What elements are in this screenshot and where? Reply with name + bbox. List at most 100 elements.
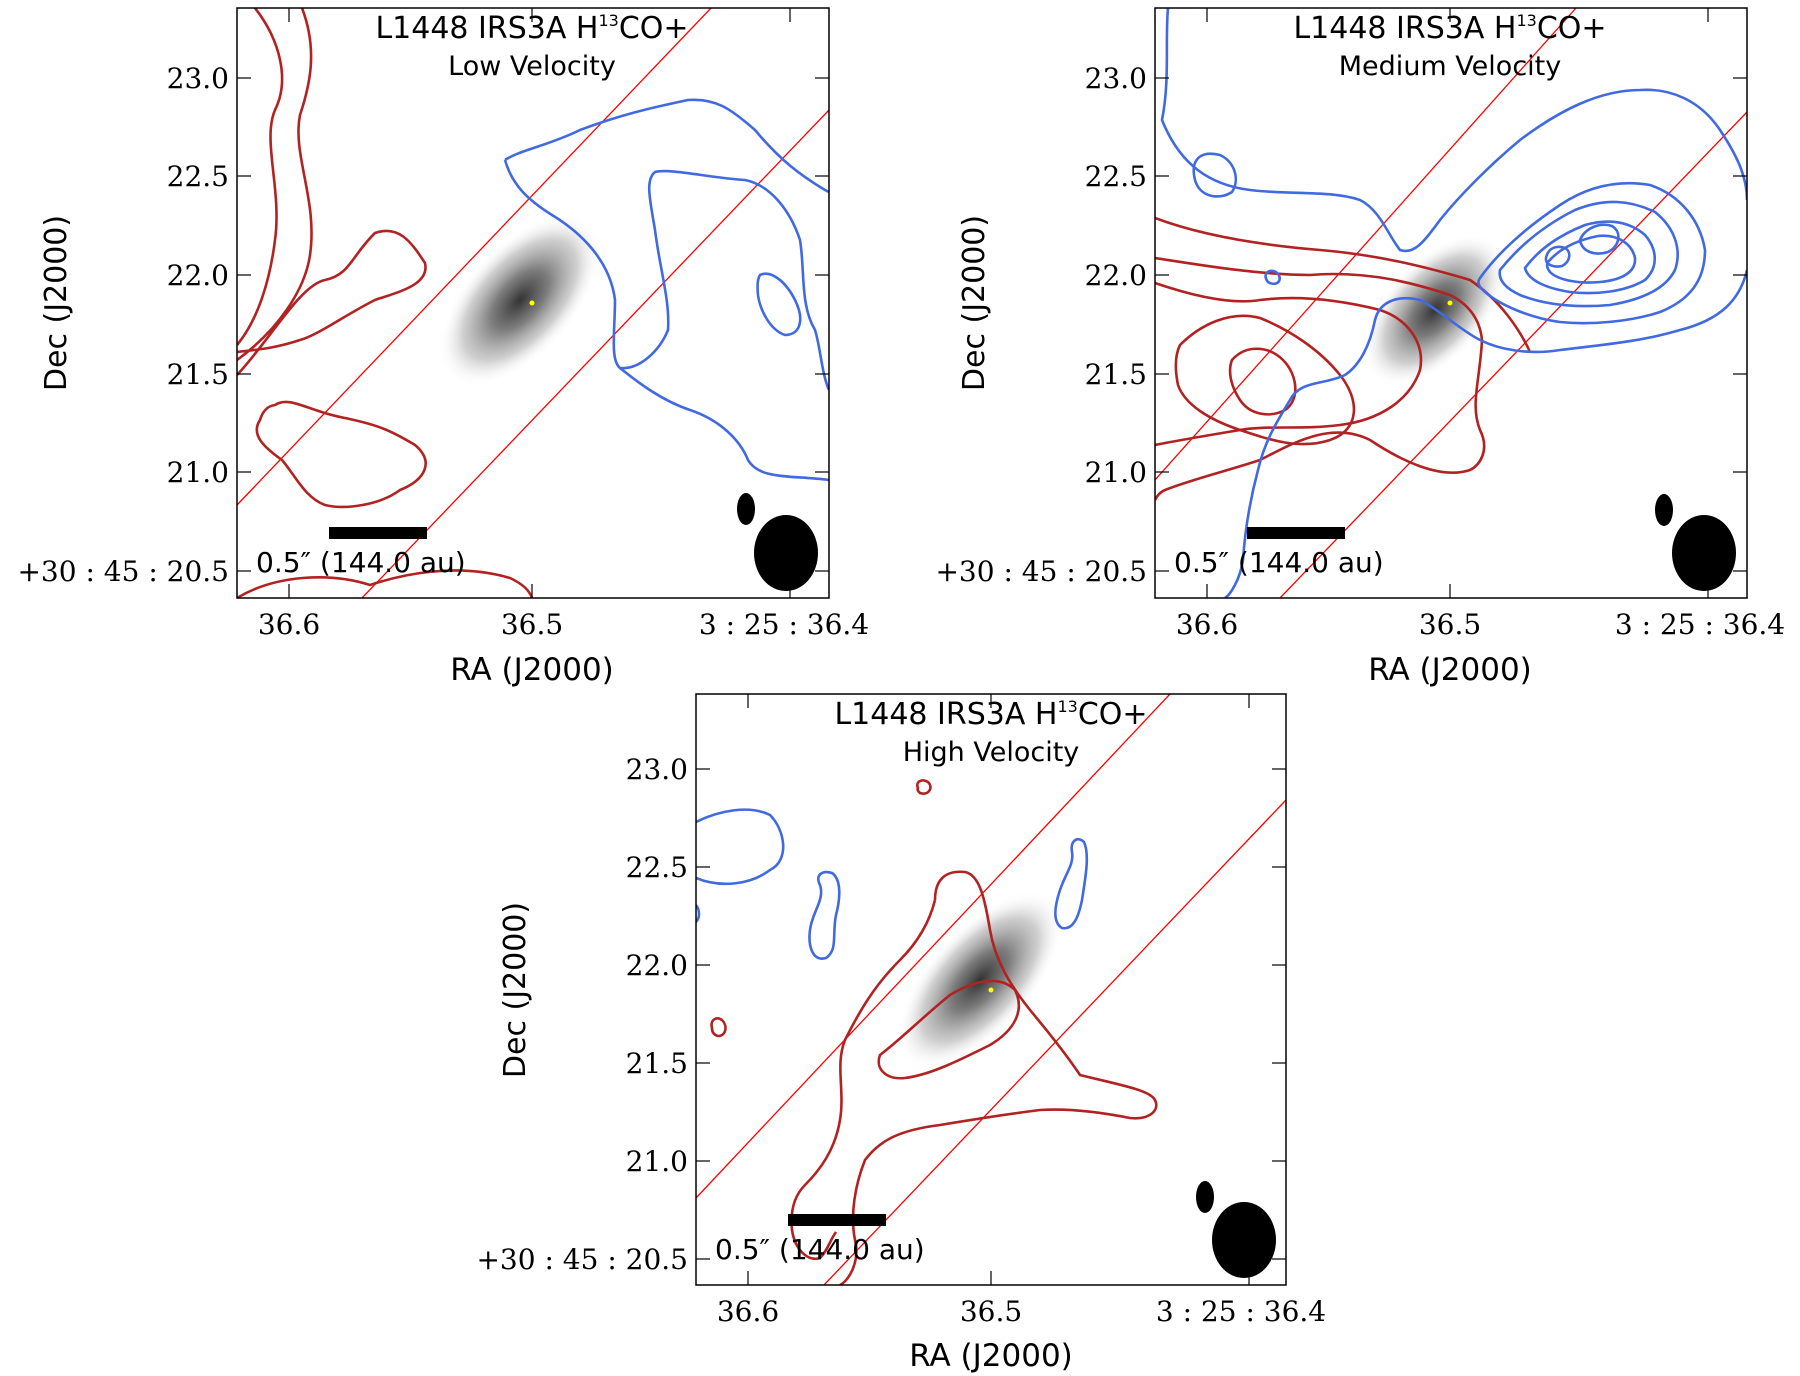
x-tick-label: 36.6 (1176, 608, 1238, 641)
scale-bar (329, 527, 427, 539)
x-tick-label: 3 : 25 : 36.4 (1156, 1295, 1326, 1328)
beam-large (1672, 515, 1736, 591)
y-tick-labels: 23.0 22.5 22.0 21.5 21.0 +30 : 45 : 20.5 (476, 753, 688, 1276)
blue-contour (696, 904, 701, 923)
beam-large (754, 515, 818, 591)
x-tick-labels: 36.6 36.5 3 : 25 : 36.4 (1176, 608, 1785, 641)
plot-area-medium (1155, 8, 1747, 598)
beam-small (1196, 1181, 1214, 1213)
y-tick-label: 21.5 (626, 1047, 688, 1080)
blue-contour (1498, 200, 1679, 308)
ticks-medium (1155, 8, 1747, 598)
x-axis-label: RA (J2000) (1368, 652, 1532, 688)
y-tick-labels: 23.0 22.5 22.0 21.5 21.0 +30 : 45 : 20.5 (935, 62, 1147, 588)
source-marker (988, 987, 994, 993)
blue-contours (696, 808, 1089, 960)
y-tick-label: 22.5 (626, 851, 688, 884)
panel-title: L1448 IRS3A H13CO+ (375, 11, 688, 46)
x-tick-label: 3 : 25 : 36.4 (1615, 608, 1785, 641)
y-axis-label: Dec (J2000) (498, 902, 533, 1078)
red-contour (877, 979, 1021, 1080)
scale-bar (1247, 527, 1345, 539)
blue-contour (1578, 223, 1620, 255)
x-tick-label: 36.6 (258, 608, 320, 641)
red-contour (839, 870, 1158, 1285)
blue-contour (503, 159, 829, 391)
y-tick-label: 21.5 (1085, 358, 1147, 391)
blue-contour (808, 870, 841, 960)
red-contour (237, 8, 284, 346)
blue-contours (503, 98, 829, 482)
x-axis-label: RA (J2000) (909, 1338, 1073, 1374)
continuum-disk (896, 891, 1064, 1069)
x-tick-label: 36.5 (960, 1295, 1022, 1328)
blue-contour (1264, 269, 1281, 286)
y-tick-label: 21.0 (167, 456, 229, 489)
x-tick-labels: 36.6 36.5 3 : 25 : 36.4 (258, 608, 869, 641)
panel-title: L1448 IRS3A H13CO+ (1293, 11, 1606, 46)
plot-frame (236, 7, 830, 599)
y-tick-label: 23.0 (1085, 62, 1147, 95)
outflow-line (1279, 111, 1747, 598)
outflow-line (361, 109, 829, 598)
panel-high-velocity: L1448 IRS3A H13CO+ High Velocity 0.5″ (1… (476, 693, 1326, 1374)
x-tick-label: 36.5 (1419, 608, 1481, 641)
blue-contour (1054, 838, 1089, 930)
blue-contour (1160, 8, 1747, 253)
y-tick-label: 21.0 (626, 1145, 688, 1178)
panel-title: L1448 IRS3A H13CO+ (834, 697, 1147, 732)
beam-small (1655, 494, 1673, 526)
red-contour (790, 899, 937, 1261)
scalebar-label: 0.5″ (144.0 au) (715, 1233, 925, 1266)
panel-medium-velocity: L1448 IRS3A H13CO+ Medium Velocity 0.5″ … (935, 7, 1785, 688)
outflow-line (237, 8, 712, 506)
ticks-high (696, 694, 1286, 1285)
x-tick-label: 3 : 25 : 36.4 (699, 608, 869, 641)
blue-contour (696, 808, 785, 886)
blue-contour (1523, 220, 1657, 295)
y-tick-label: 22.0 (626, 949, 688, 982)
blue-contour (1224, 269, 1747, 598)
blue-contours (1160, 8, 1747, 598)
beam-large (1212, 1202, 1276, 1278)
red-contour (1155, 216, 1532, 353)
y-axis-label: Dec (J2000) (39, 215, 74, 391)
scale-bar (788, 1214, 886, 1226)
continuum-disk (438, 213, 602, 387)
panel-subtitle: Medium Velocity (1339, 51, 1561, 82)
panel-low-velocity: L1448 IRS3A H13CO+ Low Velocity 0.5″ (14… (17, 7, 869, 688)
blue-contour (1545, 234, 1637, 284)
y-tick-label: 22.0 (1085, 259, 1147, 292)
red-contour (237, 8, 313, 362)
outflow-line (696, 694, 1171, 1199)
red-contours (237, 8, 534, 598)
y-tick-label: +30 : 45 : 20.5 (17, 555, 229, 588)
red-contour (237, 229, 427, 376)
x-tick-label: 36.5 (501, 608, 563, 641)
red-contour (255, 400, 427, 509)
y-tick-label: 22.0 (167, 259, 229, 292)
blue-contour (619, 366, 829, 482)
y-tick-label: +30 : 45 : 20.5 (935, 555, 1147, 588)
blue-contour (1192, 152, 1237, 198)
plot-area-high (696, 694, 1286, 1285)
red-contours (1155, 216, 1532, 501)
y-tick-label: +30 : 45 : 20.5 (476, 1243, 688, 1276)
panel-subtitle: Low Velocity (448, 51, 616, 82)
x-axis-label: RA (J2000) (450, 652, 614, 688)
red-contour (1155, 256, 1486, 501)
source-marker (529, 300, 535, 306)
outflow-line (1155, 8, 1577, 481)
y-axis-label: Dec (J2000) (957, 215, 992, 391)
source-marker (1447, 300, 1453, 306)
y-tick-label: 23.0 (626, 753, 688, 786)
scalebar-label: 0.5″ (144.0 au) (256, 546, 466, 579)
plot-frame (1154, 7, 1748, 599)
blue-contour (504, 98, 829, 194)
plot-area-low (237, 8, 829, 598)
y-tick-label: 22.5 (167, 160, 229, 193)
x-tick-label: 36.6 (717, 1295, 779, 1328)
beam-small (737, 493, 755, 525)
y-tick-label: 21.5 (167, 358, 229, 391)
